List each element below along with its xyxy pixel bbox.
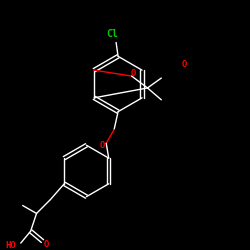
Text: O: O [100,141,105,150]
Text: Cl: Cl [106,28,118,38]
Text: O: O [182,60,187,69]
Text: O: O [44,240,49,248]
Text: O: O [131,68,136,78]
Text: HO: HO [6,240,16,250]
